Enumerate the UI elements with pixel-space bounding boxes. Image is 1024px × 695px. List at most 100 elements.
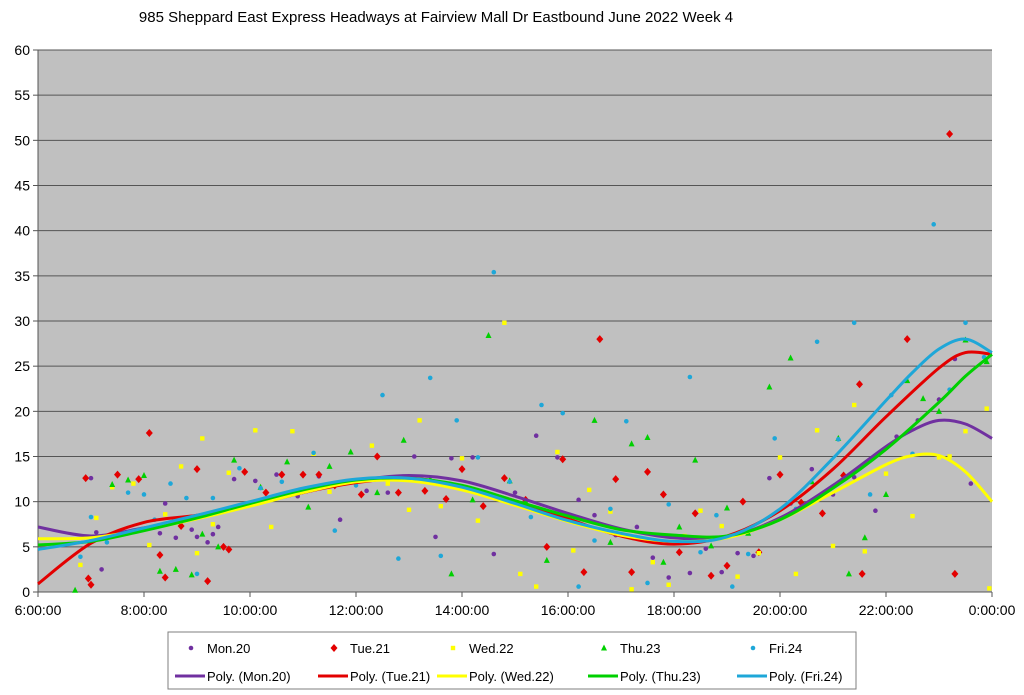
point-s3-33 (708, 542, 715, 549)
point-s2-26 (534, 584, 539, 589)
data-points (72, 130, 992, 593)
point-s3-15 (347, 448, 354, 455)
point-s3-29 (644, 434, 651, 441)
point-s3-16 (374, 489, 381, 496)
point-s0-29 (592, 512, 597, 518)
point-s4-38 (772, 436, 777, 441)
point-s3-47 (983, 358, 990, 365)
point-s2-41 (814, 428, 820, 433)
point-s3-6 (172, 565, 179, 572)
point-s4-8 (194, 571, 200, 577)
point-s0-10 (210, 531, 216, 537)
point-s3-45 (936, 407, 942, 414)
point-s0-36 (719, 569, 724, 575)
point-s4-31 (645, 580, 650, 586)
point-s0-6 (173, 535, 179, 541)
point-s3-10 (231, 456, 238, 463)
legend-trend-label-2: Poly. (Wed.22) (469, 669, 554, 684)
point-s1-22 (421, 486, 429, 495)
point-s1-40 (739, 497, 747, 506)
point-s4-30 (624, 418, 629, 424)
point-s0-23 (470, 455, 475, 460)
point-s2-38 (756, 550, 761, 556)
point-s1-46 (856, 380, 863, 389)
point-s1-14 (262, 488, 270, 497)
axes: 0 5 10 15 20 25 30 35 40 45 50 55 60 6:00:00 8:00:00 10… (14, 42, 1015, 618)
point-s2-42 (830, 543, 836, 549)
point-s0-22 (449, 456, 454, 461)
point-s4-17 (396, 556, 401, 561)
point-s0-12 (231, 476, 237, 482)
point-s0-4 (157, 530, 163, 536)
x-tick-label-0: 6:00:00 (15, 602, 62, 618)
point-s4-22 (491, 269, 497, 275)
legend-box (167, 631, 857, 690)
point-s4-18 (427, 375, 433, 381)
point-s4-0 (78, 554, 83, 560)
y-tick-label-35: 35 (14, 268, 30, 284)
y-tick-label-20: 20 (14, 403, 30, 419)
point-s1-20 (373, 452, 381, 461)
point-s1-33 (628, 568, 636, 577)
point-s1-32 (612, 475, 620, 484)
point-s2-35 (698, 508, 703, 513)
point-s1-3 (114, 470, 121, 479)
y-tick-label-15: 15 (14, 449, 30, 465)
point-s0-0 (88, 475, 94, 481)
point-s1-39 (723, 561, 731, 570)
point-s1-47 (858, 569, 866, 578)
point-s1-12 (225, 545, 233, 554)
point-s4-20 (454, 418, 460, 423)
legend-trend-label-4: Poly. (Fri.24) (769, 669, 842, 684)
point-s2-33 (666, 582, 671, 587)
point-s0-9 (205, 540, 210, 545)
point-s4-23 (507, 479, 512, 485)
point-s1-6 (156, 550, 164, 559)
point-s2-31 (629, 587, 634, 592)
point-s2-32 (650, 559, 655, 565)
point-s0-39 (767, 475, 772, 481)
point-s0-28 (576, 497, 581, 503)
point-s4-28 (592, 538, 597, 543)
point-s1-37 (691, 509, 699, 518)
point-s0-18 (364, 488, 369, 494)
point-s0-38 (751, 553, 756, 559)
point-s4-27 (576, 584, 581, 589)
point-s3-26 (591, 416, 598, 423)
point-s4-40 (814, 339, 820, 345)
point-s2-43 (852, 402, 857, 408)
point-s0-20 (412, 454, 417, 459)
point-s1-34 (644, 467, 651, 476)
point-s0-2 (99, 567, 104, 572)
point-s1-24 (458, 465, 466, 474)
legend-label-4: Fri.24 (769, 641, 802, 656)
point-s3-4 (141, 471, 147, 478)
point-s3-28 (628, 440, 635, 447)
series-1-points (82, 130, 959, 589)
point-s0-37 (735, 550, 740, 556)
point-s2-10 (226, 470, 231, 475)
point-s3-21 (485, 331, 492, 338)
point-s0-41 (809, 466, 815, 472)
y-tick-label-40: 40 (14, 223, 30, 239)
point-s2-0 (78, 562, 83, 568)
point-s4-42 (851, 320, 857, 326)
point-s3-0 (72, 586, 79, 593)
point-s2-40 (793, 571, 799, 577)
point-s1-17 (315, 470, 323, 479)
trendline-4 (37, 337, 993, 551)
point-s2-11 (253, 428, 258, 433)
legend-trend-label-3: Poly. (Thu.23) (620, 669, 701, 684)
point-s3-9 (215, 543, 222, 550)
point-s3-36 (766, 383, 773, 390)
point-s2-8 (200, 436, 205, 441)
point-s3-42 (883, 490, 889, 497)
point-s1-7 (161, 573, 169, 582)
point-s0-17 (337, 517, 343, 523)
point-s4-13 (311, 450, 316, 456)
point-s2-24 (502, 320, 507, 326)
point-s0-11 (215, 524, 221, 530)
point-s2-50 (984, 406, 989, 411)
point-s4-29 (608, 506, 613, 512)
point-s4-1 (88, 514, 94, 520)
